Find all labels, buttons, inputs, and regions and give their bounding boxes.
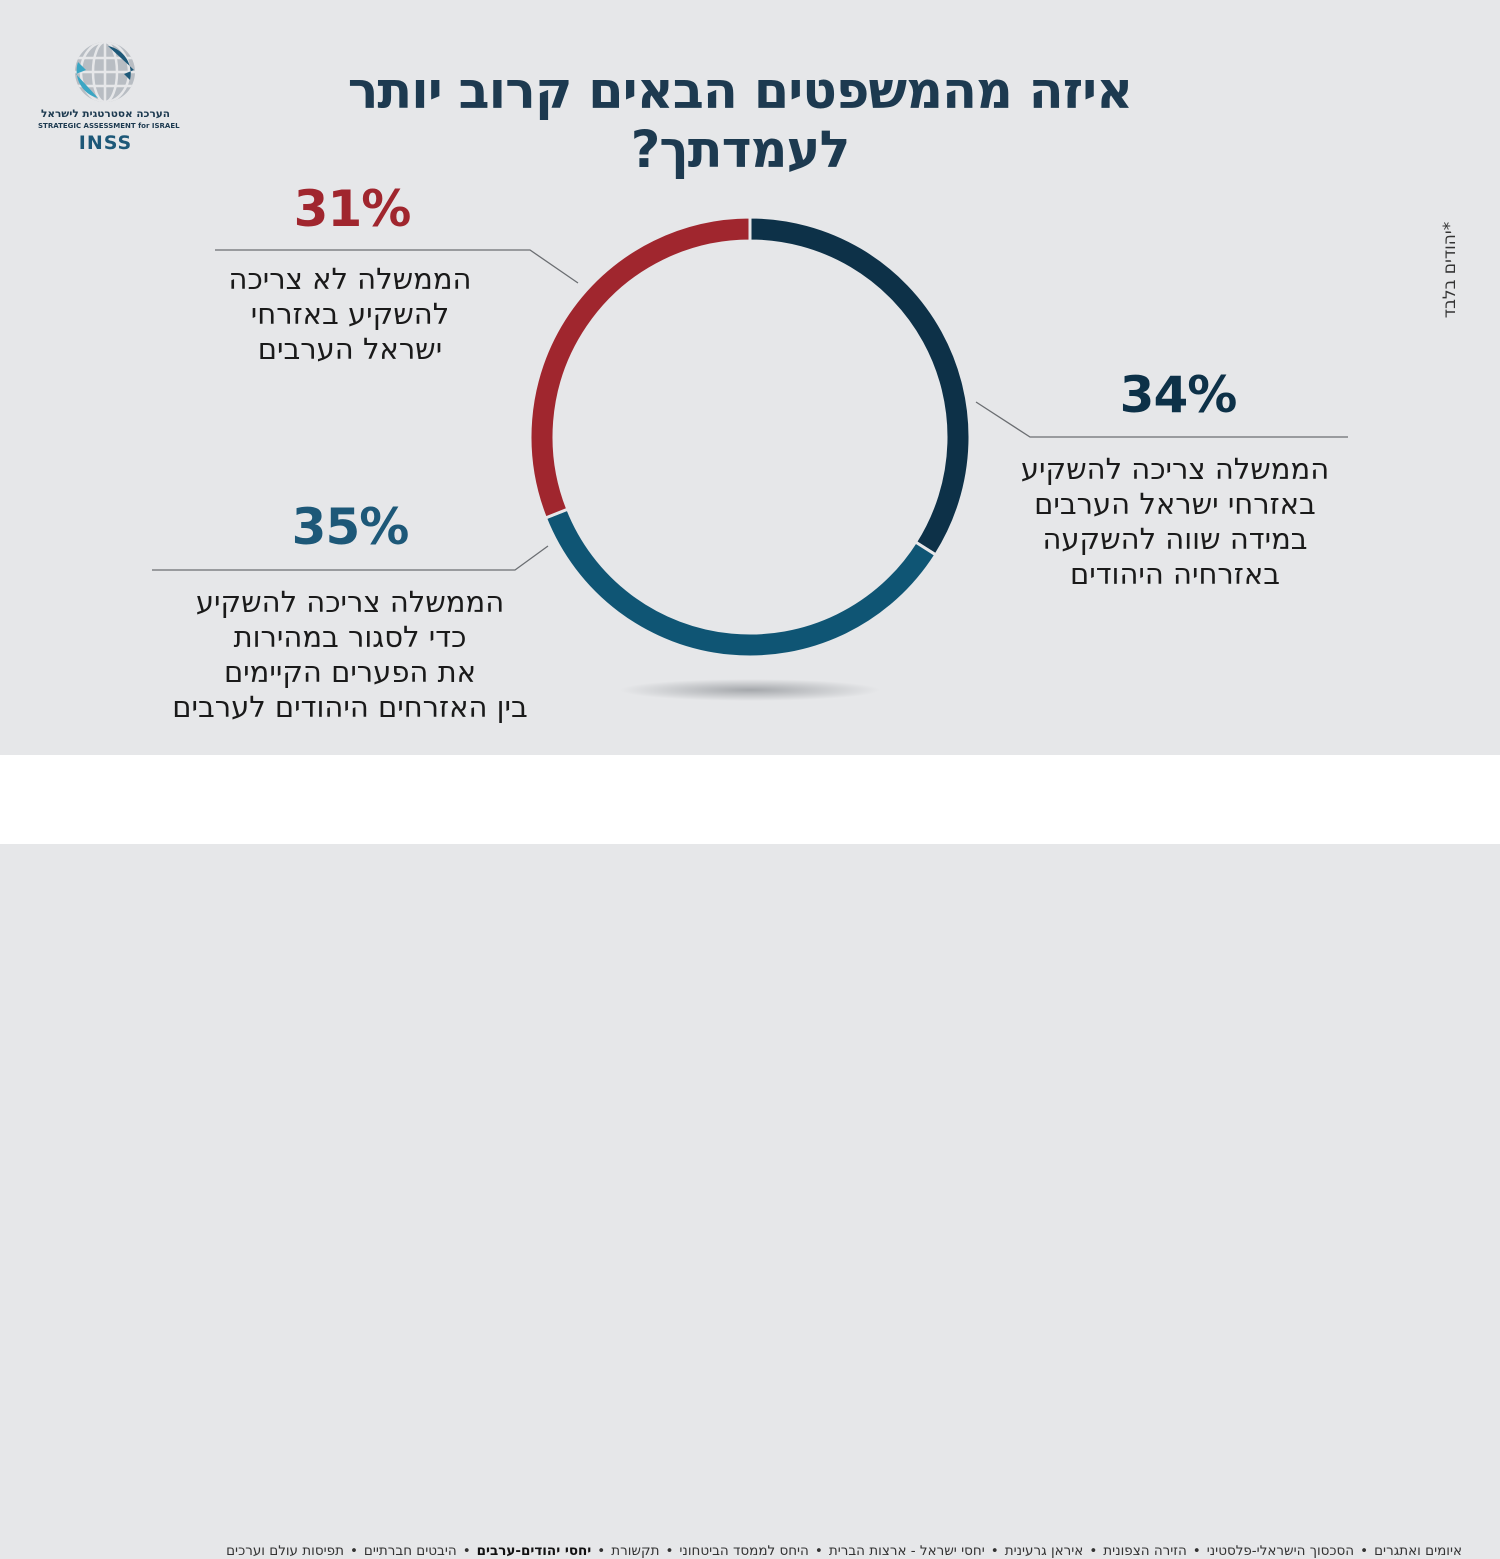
slice-text-35: הממשלה צריכה להשקיע כדי לסגור במהירות את… [140,585,560,725]
slice-label-35: 35% [291,498,410,556]
leader-line-31 [215,249,579,284]
topic-separator: • [665,1543,674,1559]
globe-icon [75,42,135,102]
topic-separator: • [814,1543,823,1559]
logo-hebrew-text: הערכה אסטרטגית לישראל [40,108,171,120]
slice-text-line: בין האזרחים היהודים לערבים [172,690,528,724]
slice-text-line: במידה שווה להשקעה [1042,522,1308,556]
slice-text-line: באזרחיה היהודים [1070,557,1280,591]
donut-chart [152,215,1348,701]
topic-link[interactable]: יחסי ישראל - ארצות הברית [828,1543,985,1559]
logo-brand-text: INSS [78,132,133,154]
donut-slice-34 [748,215,972,557]
slice-text-line: ישראל הערבים [257,332,443,366]
slice-text-line: הממשלה צריכה להשקיע [195,585,505,619]
chart-shadow [620,679,880,701]
leader-line-34 [975,401,1348,438]
slice-text-34: הממשלה צריכה להשקיע באזרחי ישראל הערבים … [990,452,1360,592]
slice-text-line: באזרחי ישראל הערבים [1034,487,1316,521]
slice-text-line: את הפערים הקיימים [223,655,477,689]
slice-text-31: הממשלה לא צריכה להשקיע באזרחי ישראל הערב… [190,262,510,367]
topic-link[interactable]: איומים ואתגרים [1374,1543,1462,1559]
main-panel [0,0,1500,755]
topic-link[interactable]: הסכסוך הישראלי-פלסטיני [1206,1543,1355,1559]
slice-text-line: להשקיע באזרחי [250,297,450,331]
slice-text-line: הממשלה צריכה להשקיע [1020,452,1330,486]
topic-link[interactable]: איראן גרעינית [1004,1543,1084,1559]
topic-separator: • [1089,1543,1098,1559]
footer-bar: איומים ואתגרים • הסכסוך הישראלי-פלסטיני • הז… [0,755,1500,1559]
topic-link[interactable]: היבטים חברתיים [363,1543,457,1559]
topic-link[interactable]: יחסי יהודים-ערבים [476,1543,592,1559]
topic-link[interactable]: היחס לממסד הביטחוני [679,1543,809,1559]
topic-separator: • [1360,1543,1369,1559]
leader-line-35 [152,545,549,571]
topic-separator: • [597,1543,606,1559]
donut-slice-35 [543,507,938,659]
slice-text-line: הממשלה לא צריכה [228,262,472,296]
page-title: איזה מהמשפטים הבאים קרוב יותר לעמדתך? [347,62,1134,180]
topic-separator: • [1192,1543,1201,1559]
topic-separator: • [990,1543,999,1559]
logo-english-text: STRATEGIC ASSESSMENT for ISRAEL [38,122,180,130]
topic-separator: • [349,1543,358,1559]
slice-label-31: 31% [293,180,412,238]
topic-link[interactable]: הזירה הצפונית [1103,1543,1187,1559]
donut-slice-31 [528,215,752,520]
slice-label-34: 34% [1119,366,1238,424]
inss-logo: הערכה אסטרטגית לישראל STRATEGIC ASSESSME… [38,40,180,155]
topic-separator: • [462,1543,471,1559]
topic-nav: איומים ואתגרים • הסכסוך הישראלי-פלסטיני • הז… [226,1543,1462,1559]
topic-link[interactable]: תקשורת [611,1543,660,1559]
slice-text-line: כדי לסגור במהירות [233,620,467,654]
topic-link[interactable]: תפיסות עולם וערכים [226,1543,344,1559]
